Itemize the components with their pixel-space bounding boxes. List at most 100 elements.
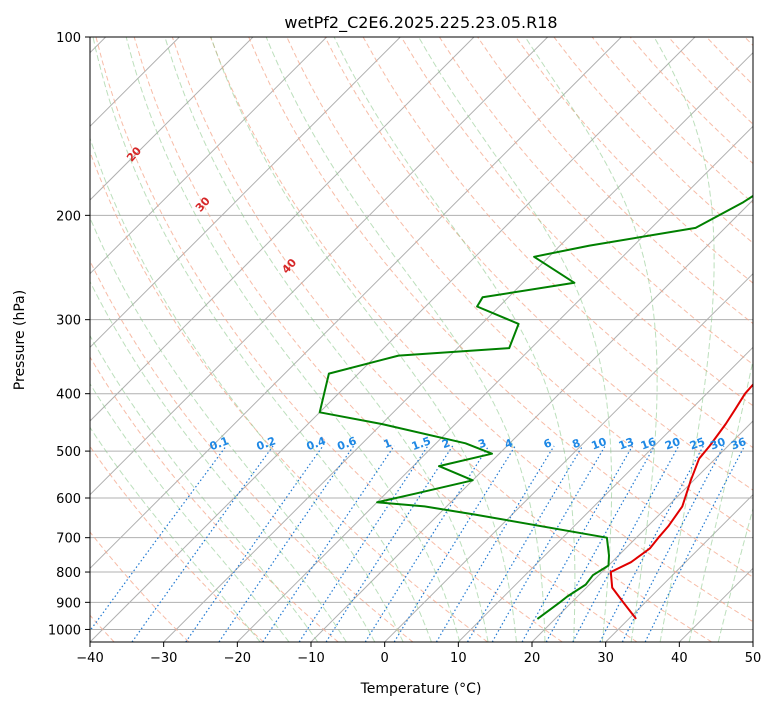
isotherm-line <box>531 420 753 642</box>
mixing-ratio-line <box>466 445 584 642</box>
dry-adiabat-label: 0 <box>19 67 34 82</box>
dry-adiabat-line <box>90 531 190 642</box>
mixing-ratio-label: 36 <box>729 435 748 453</box>
dry-adiabat-line <box>515 37 753 284</box>
mixing-ratio-line <box>435 445 555 642</box>
y-tick-label: 600 <box>56 492 81 507</box>
mixing-ratio-line <box>218 445 355 642</box>
grid-layer <box>90 37 753 642</box>
moist-adiabat-line <box>90 426 261 642</box>
dewpoint-line <box>318 194 753 620</box>
x-tick-label: 30 <box>597 651 614 666</box>
mixing-ratio-label: 16 <box>639 435 658 453</box>
x-tick-label: −30 <box>150 651 177 666</box>
mixing-ratio-label: 20 <box>663 435 682 453</box>
moist-adiabat-line <box>210 37 517 642</box>
mixing-ratio-label: 0.6 <box>336 434 359 453</box>
x-axis-title: Temperature (°C) <box>360 681 482 697</box>
isotherm-line <box>163 51 753 642</box>
y-axis-title: Pressure (hPa) <box>12 290 28 390</box>
mixing-ratio-label: 1 <box>382 436 394 451</box>
mixing-ratio-label: 30 <box>708 435 727 453</box>
mixing-ratio-line <box>621 445 725 642</box>
isotherm-line <box>90 37 401 349</box>
dry-adiabat-line <box>438 37 753 366</box>
mixing-ratio-line <box>325 445 454 642</box>
moist-adiabat-line <box>90 216 376 642</box>
mixing-ratio-label: 13 <box>617 435 636 452</box>
isotherm-line <box>457 346 753 642</box>
axis-layer: −40 −30 −20 −10 0 10 20 30 40 5010020030040050060… <box>48 31 761 666</box>
mixing-ratio-line <box>521 445 634 642</box>
dry-adiabat-line <box>171 37 712 642</box>
adiabat-layer <box>90 37 753 642</box>
temperature-line <box>609 383 753 620</box>
moist-adiabat-line <box>90 382 290 642</box>
dry-adiabat-line <box>90 259 414 642</box>
y-tick-label: 1000 <box>48 623 81 638</box>
mixing-ratio-line <box>185 445 324 642</box>
dry-adiabat-line <box>400 37 753 407</box>
x-tick-label: 40 <box>671 651 688 666</box>
dry-adiabat-line <box>95 37 563 642</box>
moist-adiabat-line <box>92 37 432 642</box>
y-tick-label: 900 <box>56 596 81 611</box>
y-tick-label: 300 <box>56 314 81 329</box>
moist-adiabat-line <box>90 280 347 642</box>
dry-adiabat-line <box>90 445 264 642</box>
mixing-ratio-label: 1.5 <box>410 434 433 453</box>
mixing-ratio-line <box>262 445 395 642</box>
mixing-ratio-label: 25 <box>688 435 707 452</box>
isotherm-line <box>90 37 549 496</box>
series-layer <box>318 194 753 620</box>
mixing-ratio-label: 6 <box>542 436 554 451</box>
mixing-ratio-line <box>364 445 490 642</box>
mixing-ratio-line <box>298 445 429 642</box>
dry-adiabat-line <box>90 150 488 642</box>
isotherm-line <box>90 37 328 275</box>
moist-adiabat-line <box>164 37 489 642</box>
mixing-ratio-label: 0.1 <box>208 434 231 453</box>
chart-title: wetPf2_C2E6.2025.225.23.05.R18 <box>284 13 557 33</box>
y-tick-label: 500 <box>56 445 81 460</box>
moist-adiabat-line <box>90 136 404 642</box>
mixing-ratio-label: 3 <box>476 436 488 451</box>
mixing-ratio-line <box>131 445 274 642</box>
dry-adiabat-line <box>324 37 753 491</box>
plot-background <box>90 37 753 642</box>
mixing-ratio-label: 10 <box>590 435 609 453</box>
x-tick-label: 50 <box>745 651 762 666</box>
dry-adiabat-label: 10 <box>66 102 86 122</box>
x-tick-label: −10 <box>297 651 324 666</box>
dry-adiabat-line <box>248 37 753 578</box>
dry-adiabat-line <box>210 37 753 623</box>
moist-adiabat-line <box>265 37 546 642</box>
isotherm-line <box>90 37 254 201</box>
plot-frame <box>89 36 754 643</box>
mixing-ratio-line <box>644 445 746 642</box>
dry-adiabat-line <box>133 37 638 642</box>
moist-adiabat-line <box>688 358 753 642</box>
y-tick-label: 100 <box>56 31 81 46</box>
moist-adiabat-line <box>524 37 658 642</box>
mixing-ratio-label: 2 <box>440 436 452 451</box>
isotherm-line <box>605 493 753 642</box>
y-tick-label: 400 <box>56 388 81 403</box>
isotherm-line <box>384 272 753 642</box>
mixing-ratio-label: 4 <box>503 436 515 451</box>
mixing-ratio-label: 0.2 <box>255 434 278 453</box>
moist-adiabat-line <box>90 334 319 642</box>
y-tick-label: 700 <box>56 532 81 547</box>
mixing-ratio-label: 8 <box>570 436 582 451</box>
moist-adiabat-line <box>333 37 576 642</box>
moist-adiabat-line <box>418 37 613 642</box>
x-tick-label: −40 <box>76 651 103 666</box>
isotherm-line <box>90 37 696 642</box>
mixing-ratio-line <box>393 445 516 642</box>
x-tick-label: −20 <box>224 651 251 666</box>
isotherm-line <box>752 641 753 642</box>
isotherm-line <box>236 125 753 642</box>
y-tick-label: 200 <box>56 209 81 224</box>
y-tick-label: 800 <box>56 566 81 581</box>
